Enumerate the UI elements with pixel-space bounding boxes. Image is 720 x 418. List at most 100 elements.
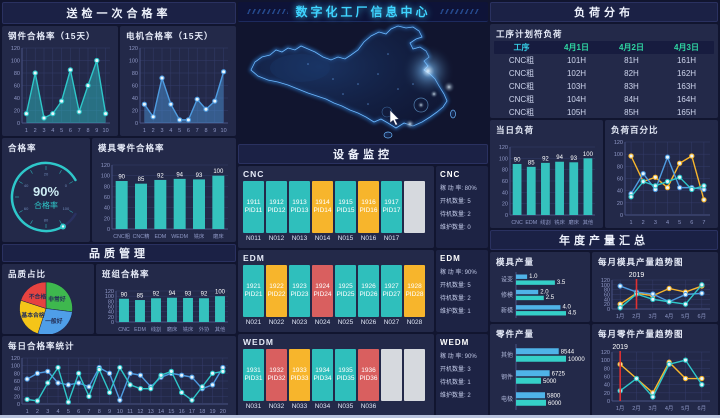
svg-text:40: 40 [617,189,623,195]
svg-text:1: 1 [25,128,28,134]
device-block[interactable]: 1926 PID26 [358,265,379,317]
svg-text:40: 40 [604,297,610,303]
svg-text:60: 60 [14,84,20,90]
svg-text:CNC: CNC [511,220,523,226]
svg-text:3: 3 [654,220,657,226]
svg-text:磨床: 磨床 [167,325,178,333]
svg-text:EDM: EDM [154,234,166,240]
stats-panel: WEDM 稼 动 率: 90% 开机数量: 3 待机数量: 1 维护数量: 2 [436,334,488,416]
stats-panel: EDM 稼 动 率: 90% 开机数量: 5 待机数量: 2 维护数量: 1 [436,250,488,332]
device-block[interactable]: 1932 PID32 [266,349,287,401]
svg-text:1: 1 [26,409,29,415]
quality-header: 品质管理 [2,244,236,262]
load-pct-panel: 负荷百分比 0 20 40 60 80 100 120 1 2 3 4 5 6 7 [605,120,718,228]
svg-text:14: 14 [158,409,164,415]
mold-output-panel: 模具产量 设变 1.0 3.5 修模 2.0 2.5 新模 4.0 4.5 [490,252,590,322]
svg-text:60: 60 [104,195,110,201]
device-group-main: EDM 1921 PID21 1922 PID22 1923 PID23 1924 PID24… [238,250,434,332]
mold-output-label: 模具产量 [496,257,535,267]
svg-text:3: 3 [42,128,45,134]
table-row: CNC粗 105H 85H 165H [508,108,697,117]
device-block[interactable]: 1933 PID33 [289,349,310,401]
svg-text:20: 20 [14,394,20,400]
device-block[interactable]: 1916 PID16 [358,181,379,233]
device-block[interactable]: 1911 PID11 [243,181,264,233]
device-block[interactable]: 1936 PID36 [358,349,379,401]
svg-text:40: 40 [604,383,610,389]
svg-text:80: 80 [108,299,114,305]
device-block[interactable]: 1935 PID35 [335,349,356,401]
svg-text:CNC粗: CNC粗 [113,232,130,240]
svg-text:8: 8 [204,128,207,134]
svg-text:85: 85 [137,294,144,300]
stats-row: 开机数量: 5 [440,199,471,205]
svg-text:3.5: 3.5 [557,280,566,286]
cursor-icon [389,109,400,126]
svg-text:80: 80 [132,71,138,77]
svg-text:94: 94 [176,172,183,178]
svg-text:非常好: 非常好 [48,295,66,303]
device-block[interactable]: 1915 PID15 [335,181,356,233]
device-block[interactable]: 1914 PID14 [312,181,333,233]
device-block[interactable]: 1928 PID28 [404,265,425,317]
svg-text:100: 100 [601,283,610,289]
svg-text:120: 120 [601,350,610,356]
load-pct-chart: 0 20 40 60 80 100 120 1 2 3 4 5 6 7 [614,140,710,226]
svg-text:修模: 修模 [501,291,513,299]
device-block[interactable]: 1923 PID23 [289,265,310,317]
center-column: 数字化工厂信息中心 [238,2,488,416]
mold-parts-label: 模具零件合格率 [98,143,165,153]
svg-text:7: 7 [196,128,199,134]
device-block[interactable]: 1912 PID12 [266,181,287,233]
stats-row: 待机数量: 2 [440,296,471,302]
svg-text:85: 85 [528,160,535,166]
svg-text:3月: 3月 [649,405,658,412]
svg-text:40: 40 [104,206,110,212]
table-row: CNC粗 102H 82H 162H [508,69,697,78]
svg-text:40: 40 [24,183,29,188]
device-block[interactable]: 1927 PID27 [381,265,402,317]
svg-text:92: 92 [157,173,164,179]
pass-rate-gauge: 0 20 40 60 80 100 [10,161,77,233]
steel-rate-chart: 0 20 40 60 80 100 120 1 2 3 4 5 6 7 8 9 10 [11,46,110,134]
svg-text:80: 80 [14,71,20,77]
svg-text:6725: 6725 [552,371,566,377]
svg-text:9: 9 [108,409,111,415]
svg-text:40: 40 [14,96,20,102]
device-block[interactable]: 1922 PID22 [266,265,287,317]
device-block[interactable]: 1921 PID21 [243,265,264,317]
svg-text:2月: 2月 [632,405,641,412]
daily-rate-panel: 每日合格率统计 0 20 40 60 80 100 120 1 2 3 4 5 6 7 8 9 10 11 12 13… [2,336,236,416]
device-block[interactable]: 1931 PID31 [243,349,264,401]
svg-text:94: 94 [556,155,563,161]
svg-text:60: 60 [604,293,610,299]
svg-text:92: 92 [542,156,549,162]
page-title: 数字化工厂信息中心 [295,5,431,19]
svg-text:5: 5 [67,409,70,415]
device-block[interactable]: 1913 PID13 [289,181,310,233]
device-block[interactable]: 1917 PID17 [381,181,402,233]
svg-text:钢件: 钢件 [501,373,513,381]
svg-text:CNC: CNC [118,327,130,333]
team-rate-panel: 班组合格率 0 20 40 60 80 100 120 90 CNC 85 EDM 92 线割 94 磨床 9… [96,264,236,334]
svg-text:4: 4 [666,220,669,226]
device-block[interactable]: 1924 PID24 [312,265,333,317]
right-column: 负荷分布 工序计划符负荷 工序 4月1日 4月2日 4月3日 CNC粗 101H 81H 1… [490,2,718,416]
svg-text:90: 90 [121,292,128,298]
device-group-cnc: CNC 1911 PID11 1912 PID12 1913 PID13 1914 PID14… [238,166,488,248]
svg-text:3: 3 [160,128,163,134]
parts-trend-panel: 每月零件产量趋势图 0 20 40 60 80 100 120 1月 2月 3月 4月 5月 6月 201… [592,324,718,416]
stats-row: 开机数量: 3 [440,367,471,373]
svg-text:0: 0 [607,399,610,405]
svg-text:20: 20 [108,315,114,321]
device-group-main: CNC 1911 PID11 1912 PID12 1913 PID13 1914 PID14… [238,166,434,248]
group-name: CNC [243,169,265,179]
parts-trend-chart: 0 20 40 60 80 100 120 1月 2月 3月 4月 5月 6月 2019 [601,344,710,412]
device-block[interactable]: 1934 PID34 [312,349,333,401]
svg-text:18: 18 [199,409,205,415]
mold-parts-panel: 模具零件合格率 0 20 40 60 80 100 120 90 CNC粗 85 CNC精 92 EDM… [92,138,236,242]
left-column: 送检一次合格率 钢件合格率（15天） 0 20 40 60 80 100 120 1 2 3 4 5 6… [2,2,236,416]
device-block[interactable]: 1925 PID25 [335,265,356,317]
parts-output-chart: 其他 8544 10000 钢件 6725 5000 电极 5800 6000 [501,344,585,410]
